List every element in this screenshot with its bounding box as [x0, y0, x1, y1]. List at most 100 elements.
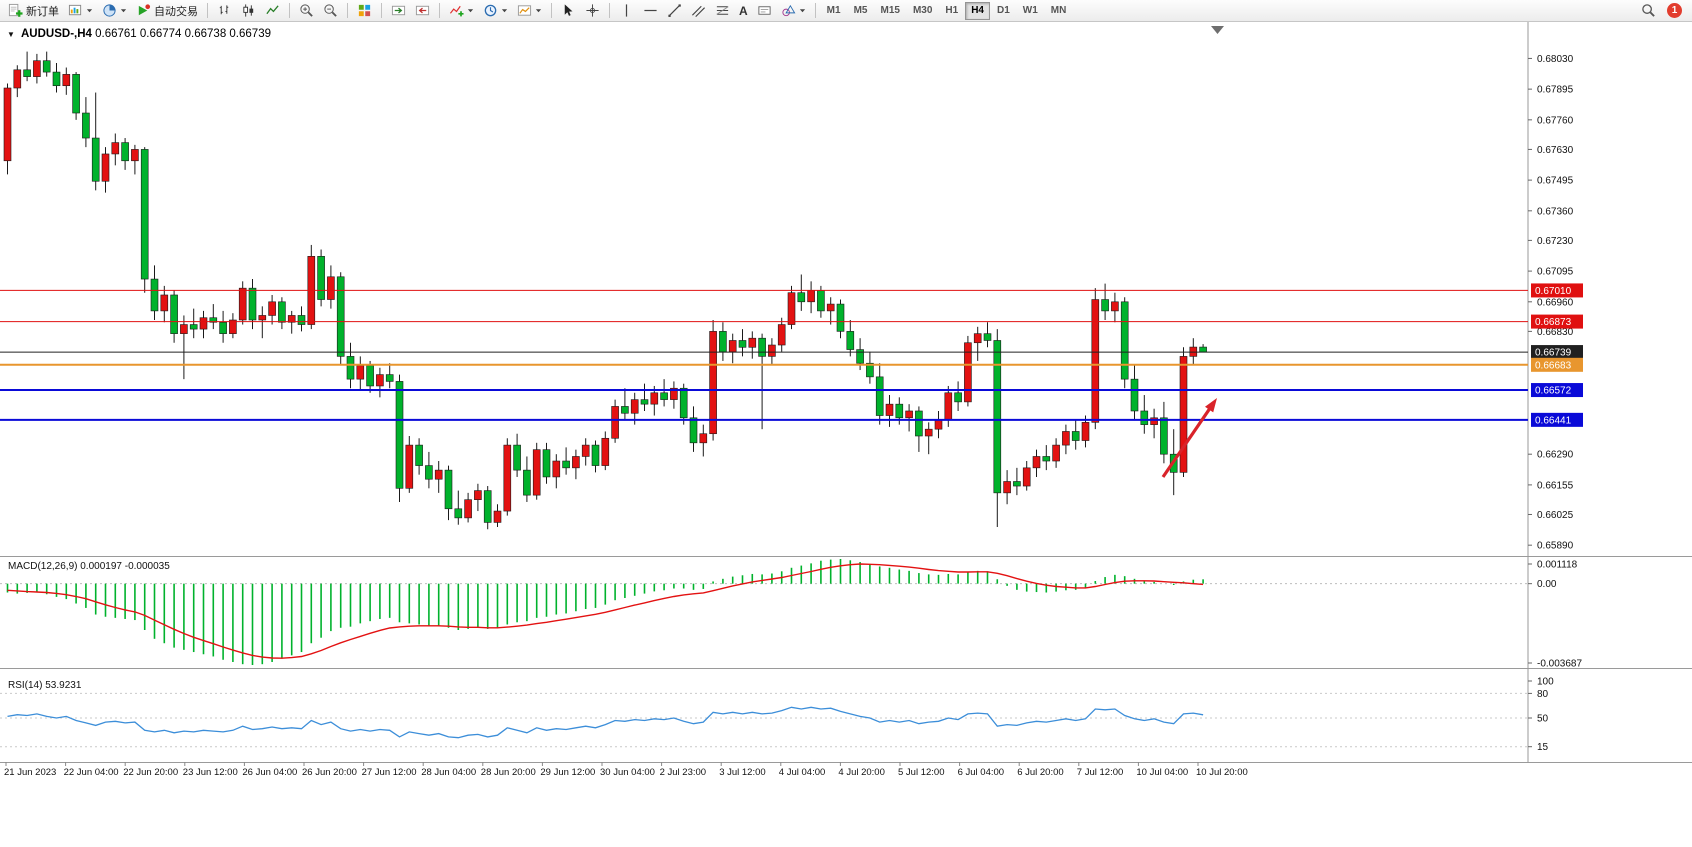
timeframe-m30-button[interactable]: M30: [907, 2, 938, 20]
timeframe-d1-button[interactable]: D1: [991, 2, 1016, 20]
channel-button[interactable]: [687, 1, 710, 21]
time-label: 10 Jul 20:00: [1196, 767, 1248, 778]
rsi-axis-label: 80: [1537, 689, 1549, 700]
candle-bull: [434, 469, 443, 480]
collapse-arrow-icon[interactable]: ▼: [7, 30, 15, 39]
price-tag-label: 0.66683: [1535, 360, 1572, 371]
label-button[interactable]: [753, 1, 776, 21]
chevron-down-icon: [120, 7, 127, 14]
price-tick-label: 0.66290: [1537, 450, 1574, 461]
time-label: 4 Jul 20:00: [838, 767, 884, 778]
cursor-button[interactable]: [557, 1, 580, 21]
vertical-line-icon: [619, 3, 634, 18]
candle-bear: [689, 417, 698, 444]
indicators-button[interactable]: [445, 1, 478, 21]
zoom-in-icon: [299, 3, 314, 18]
candle-bull: [532, 449, 541, 496]
text-button[interactable]: A: [735, 1, 752, 21]
chart-shift-button[interactable]: [411, 1, 434, 21]
fibonacci-button[interactable]: [711, 1, 734, 21]
candle-bull: [268, 301, 276, 316]
bar-chart-button[interactable]: [213, 1, 236, 21]
new-chart-icon: [68, 3, 83, 18]
timeframe-m5-button[interactable]: M5: [848, 2, 874, 20]
trendline-icon: [667, 3, 682, 18]
bar-chart-icon: [217, 3, 232, 18]
new-order-button[interactable]: 新订单: [4, 1, 63, 21]
new-chart-button[interactable]: [64, 1, 97, 21]
timeframe-mn-button[interactable]: MN: [1045, 2, 1073, 20]
candle-bull: [503, 444, 512, 512]
candlestick-chart-button[interactable]: [237, 1, 260, 21]
horizontal-line-button[interactable]: [639, 1, 662, 21]
macd-label: MACD(12,26,9) 0.000197 -0.000035: [8, 561, 170, 572]
time-label: 27 Jun 12:00: [362, 767, 417, 778]
tile-windows-button[interactable]: [353, 1, 376, 21]
candle-bull: [327, 276, 335, 300]
time-label: 28 Jun 04:00: [421, 767, 476, 778]
auto-scroll-button[interactable]: [387, 1, 410, 21]
crosshair-button[interactable]: [581, 1, 604, 21]
auto-trading-label: 自动交易: [154, 5, 198, 18]
arrow-annotation-head[interactable]: [1205, 398, 1217, 413]
timeframe-m15-button[interactable]: M15: [874, 2, 905, 20]
candle-bull: [258, 315, 267, 321]
candle-bear: [513, 444, 521, 471]
chevron-down-icon: [501, 7, 508, 14]
time-label: 26 Jun 20:00: [302, 767, 357, 778]
candle-bear: [866, 362, 874, 378]
shapes-button[interactable]: [777, 1, 810, 21]
auto-trading-button[interactable]: 自动交易: [132, 1, 202, 21]
time-label: 28 Jun 20:00: [481, 767, 536, 778]
trendline-button[interactable]: [663, 1, 686, 21]
notification-badge[interactable]: 1: [1667, 3, 1682, 18]
candle-bear: [72, 74, 80, 114]
zoom-out-button[interactable]: [319, 1, 342, 21]
price-tick-label: 0.67230: [1537, 236, 1574, 247]
price-tick-label: 0.66155: [1537, 480, 1574, 491]
candle-bull: [1111, 301, 1119, 312]
toolbar: 新订单 自动交易: [0, 0, 1692, 22]
vertical-line-button[interactable]: [615, 1, 638, 21]
arrow-annotation-line[interactable]: [1161, 406, 1213, 478]
candle-bull: [376, 374, 384, 387]
candle-bull: [405, 444, 414, 489]
profiles-button[interactable]: [98, 1, 131, 21]
time-label: 21 Jun 2023: [4, 767, 56, 778]
candle-bull: [3, 87, 12, 162]
candle-bear: [317, 256, 325, 300]
periods-icon: [483, 3, 498, 18]
macd-axis-label: 0.001118: [1537, 560, 1578, 571]
timeframe-w1-button[interactable]: W1: [1017, 2, 1044, 20]
candle-bear: [523, 469, 531, 496]
candle-bull: [464, 499, 472, 519]
zoom-out-icon: [323, 3, 338, 18]
candle-bull: [787, 292, 796, 325]
candle-bull: [180, 324, 188, 334]
line-chart-button[interactable]: [261, 1, 284, 21]
candle-bear: [1160, 417, 1168, 455]
chart-shift-marker[interactable]: [1211, 26, 1224, 34]
candle-bull: [101, 153, 110, 182]
candle-bull: [611, 406, 619, 439]
search-button[interactable]: [1637, 1, 1660, 21]
periods-button[interactable]: [479, 1, 512, 21]
candle-bull: [905, 410, 913, 419]
timeframe-m1-button[interactable]: M1: [821, 2, 847, 20]
candle-bull: [973, 333, 982, 344]
timeframe-h1-button[interactable]: H1: [939, 2, 964, 20]
toolbar-separator: [347, 3, 348, 18]
toolbar-separator: [814, 3, 816, 18]
candle-bear: [483, 490, 492, 523]
candle-bear: [797, 292, 806, 303]
candle-bull: [826, 303, 835, 312]
candle-bear: [542, 449, 551, 478]
candle-bull: [768, 344, 776, 357]
candle-bull: [13, 69, 22, 89]
zoom-in-button[interactable]: [295, 1, 318, 21]
price-tag: [1531, 283, 1583, 298]
timeframe-h4-button[interactable]: H4: [965, 1, 990, 20]
time-label: 26 Jun 04:00: [242, 767, 297, 778]
templates-button[interactable]: [513, 1, 546, 21]
